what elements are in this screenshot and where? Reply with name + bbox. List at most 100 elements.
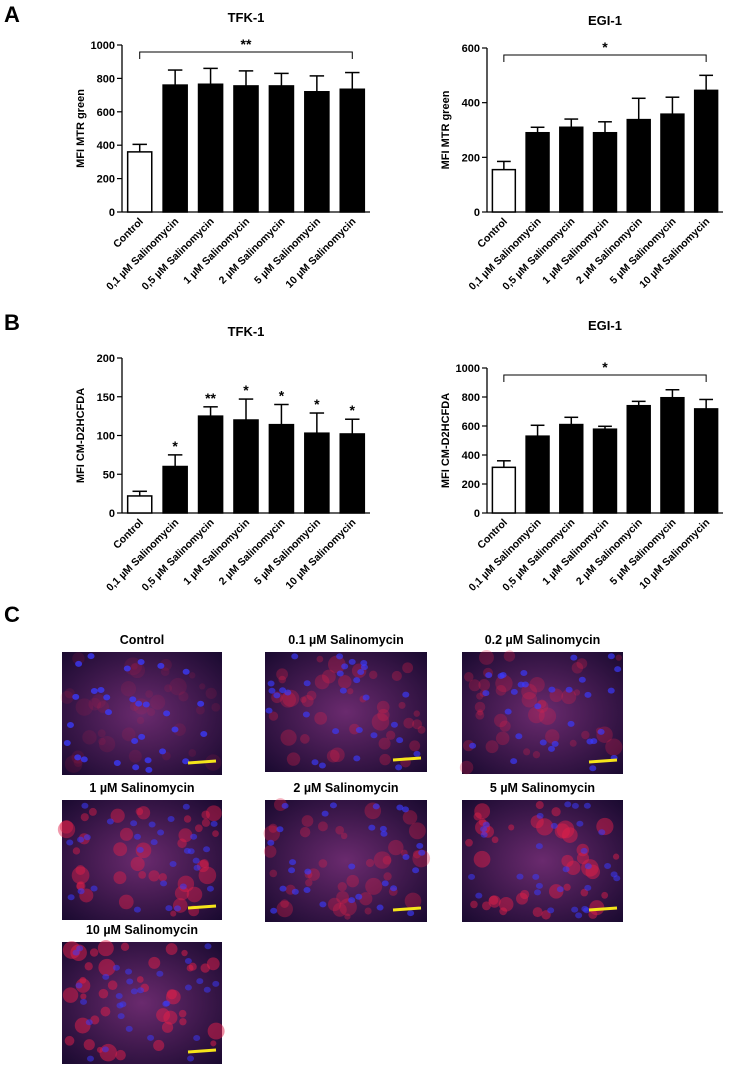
y-tick-label: 0 xyxy=(109,508,115,520)
scale-bar xyxy=(187,1048,217,1054)
cell-red xyxy=(113,842,128,857)
nucleus xyxy=(90,687,98,694)
nucleus xyxy=(372,803,380,810)
nucleus xyxy=(516,873,524,880)
nucleus xyxy=(284,689,292,696)
x-tick-label: 2 µM Salinomycin xyxy=(217,517,288,588)
y-tick-label: 200 xyxy=(462,479,480,491)
cell-red xyxy=(383,872,392,881)
nucleus xyxy=(83,834,91,841)
cell-red xyxy=(318,859,328,868)
chart-title: EGI-1 xyxy=(588,13,622,28)
nucleus xyxy=(193,864,201,871)
nucleus xyxy=(184,984,192,991)
bar xyxy=(197,83,224,213)
nucleus xyxy=(163,710,171,717)
bar xyxy=(693,89,719,213)
nucleus xyxy=(480,831,488,838)
nucleus xyxy=(482,821,490,828)
nucleus xyxy=(550,822,558,829)
nucleus xyxy=(402,854,410,861)
cell-red xyxy=(475,710,485,720)
bar xyxy=(268,423,295,514)
nucleus xyxy=(368,824,376,831)
bar xyxy=(126,495,153,514)
nucleus xyxy=(379,825,387,832)
cell-red xyxy=(84,962,93,971)
cell-red xyxy=(199,683,206,690)
cell-red xyxy=(532,751,541,759)
y-axis-label: MFI MTR green xyxy=(75,89,87,168)
cell-red xyxy=(545,729,560,744)
cell-red xyxy=(485,740,499,754)
cell-red xyxy=(72,847,81,855)
nucleus xyxy=(357,669,365,676)
nucleus xyxy=(567,720,575,727)
cell-red xyxy=(131,663,138,670)
cell-red xyxy=(165,943,178,955)
cell-red xyxy=(413,710,420,717)
nucleus xyxy=(131,737,139,744)
nucleus xyxy=(203,986,211,993)
x-tick-label: Control xyxy=(111,517,146,552)
nucleus xyxy=(72,693,80,700)
nucleus xyxy=(520,669,528,676)
y-tick-label: 400 xyxy=(97,140,115,152)
cell-red xyxy=(75,865,86,875)
nucleus xyxy=(336,670,344,677)
cell-red xyxy=(495,674,513,693)
nucleus xyxy=(288,867,296,874)
cell-red xyxy=(64,1035,75,1046)
nucleus xyxy=(268,687,276,694)
nucleus xyxy=(416,842,424,849)
cell-red xyxy=(263,825,280,842)
nucleus xyxy=(157,662,165,669)
cell-red xyxy=(535,801,544,810)
cell-red xyxy=(178,691,189,702)
x-tick-label: 2 µM Salinomycin xyxy=(217,216,288,287)
cell-red xyxy=(314,711,328,725)
image-title: 0.2 µM Salinomycin xyxy=(485,633,601,647)
cell-red xyxy=(121,727,136,742)
y-axis-label: MFI MTR green xyxy=(440,90,452,169)
nucleus xyxy=(575,912,583,919)
nucleus xyxy=(321,810,329,817)
nucleus xyxy=(536,812,544,819)
cell-red xyxy=(488,895,501,908)
bar xyxy=(304,91,330,213)
cell-red xyxy=(181,949,188,957)
cell-red xyxy=(300,696,307,703)
nucleus xyxy=(535,843,543,850)
cell-red xyxy=(201,810,210,820)
cell-red xyxy=(588,909,598,919)
cell-red xyxy=(478,679,491,691)
significance-label: * xyxy=(243,382,249,398)
nucleus xyxy=(336,653,344,660)
nucleus xyxy=(370,732,378,739)
nucleus xyxy=(304,868,312,875)
cell-red xyxy=(179,1018,187,1026)
cell-red xyxy=(408,822,426,840)
nucleus xyxy=(267,839,275,846)
nucleus xyxy=(401,806,409,813)
nucleus xyxy=(302,711,310,718)
nucleus xyxy=(348,897,356,904)
x-tick-label: Control xyxy=(111,216,146,251)
cell-red xyxy=(80,813,89,822)
nucleus xyxy=(341,663,349,670)
cell-red xyxy=(188,749,197,757)
nucleus xyxy=(75,982,83,989)
nucleus xyxy=(167,815,175,822)
bar xyxy=(559,126,584,213)
cell-red xyxy=(365,858,375,868)
cell-red xyxy=(365,877,383,895)
cell-red xyxy=(601,891,609,899)
cell-red xyxy=(478,649,494,665)
nucleus xyxy=(571,906,579,913)
micrograph xyxy=(459,649,623,775)
nucleus xyxy=(156,970,164,977)
cell-red xyxy=(491,836,499,844)
y-tick-label: 800 xyxy=(462,392,480,404)
micrograph-background xyxy=(265,652,427,772)
y-tick-label: 50 xyxy=(103,469,115,481)
